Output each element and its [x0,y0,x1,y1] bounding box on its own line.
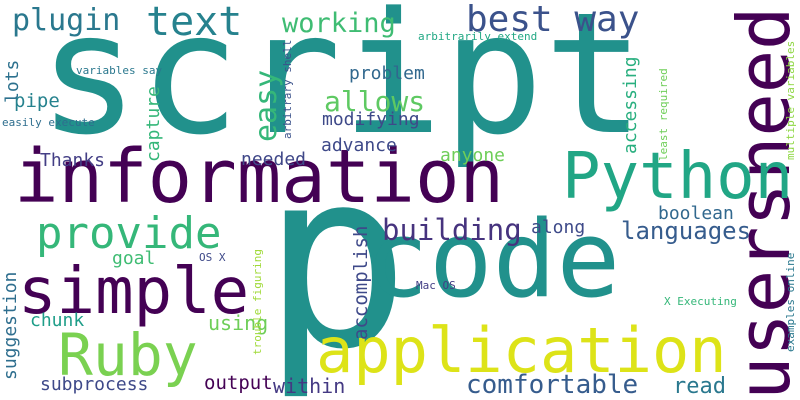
word-needed: needed [241,149,307,170]
word-arbitrarily-extend: arbitrarily extend [418,30,538,43]
word-anyone: anyone [440,145,506,166]
word-accessing: accessing [620,56,641,154]
word-chunk: chunk [30,310,85,331]
word-easily-execute: easily execute [2,116,95,129]
word-subprocess: subprocess [40,374,149,395]
word-provide: provide [36,208,222,259]
word-p: p [262,118,411,400]
word-within: within [273,374,346,398]
word-information: information [14,134,505,220]
word-code: code [365,198,621,321]
word-read: read [673,374,726,399]
word-boolean: boolean [658,203,734,224]
word-script: script [38,0,645,172]
word-using: using [208,311,269,335]
word-pipe: pipe [14,90,60,112]
word-python: Python [562,140,794,214]
word-text: text [146,0,243,45]
word-accomplish: accomplish [350,225,372,340]
word-capture: capture [143,86,164,162]
word-trouble-figuring: trouble figuring [251,249,264,355]
word-examples-online: examples online [784,252,797,352]
word-languages: languages [621,217,752,245]
word-output: output [204,372,273,394]
word-simple: simple [18,255,250,329]
word-lots: lots [2,59,23,103]
word-suggestion: suggestion [0,271,21,380]
word-along: along [531,217,586,238]
word-working: working [282,8,396,39]
word-ruby: Ruby [58,321,198,389]
word-advance: advance [321,135,397,156]
word-easy: easy [249,69,284,142]
word-goal: goal [112,248,156,269]
word-application: application [316,314,727,387]
word-modifying: modifying [322,109,420,130]
word-x-executing: X Executing [664,295,737,308]
word-least-required: least required [657,68,670,161]
word-mac-os: Mac OS [416,279,456,292]
word-os-x: OS X [199,251,226,264]
word-allows: allows [324,85,426,118]
word-thanks: Thanks [40,150,106,171]
word-comfortable: comfortable [466,370,639,400]
word-plugin: plugin [12,3,121,38]
word-arbitrary-shell: arbitrary shell [281,39,294,139]
word-problem: problem [349,63,425,84]
word-building: building [382,213,522,247]
word-multiple-variables: multiple variables [784,40,797,160]
word-variables-say: variables say [76,64,163,77]
word-best-way: best way [466,0,640,40]
